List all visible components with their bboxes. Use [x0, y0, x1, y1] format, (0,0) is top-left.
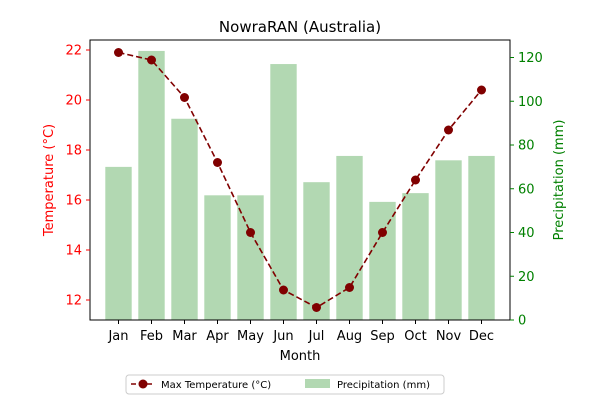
temperature-point-sep: [378, 228, 387, 237]
right-tick-label: 40: [518, 226, 535, 241]
temperature-point-jun: [279, 285, 288, 295]
temperature-point-oct: [411, 175, 420, 185]
precipitation-bar-sep: [369, 201, 396, 320]
x-tick-label: Feb: [140, 329, 163, 344]
left-tick-label: 22: [65, 44, 82, 59]
left-tick-label: 18: [65, 144, 82, 159]
left-axis-title: Temperature (°C): [42, 124, 57, 237]
precipitation-bar-jul: [303, 182, 330, 320]
legend: Max Temperature (°C) Precipitation (mm): [125, 374, 445, 395]
precipitation-bar-jan: [105, 166, 132, 320]
x-tick-label: Jul: [308, 329, 325, 344]
precipitation-bars: [105, 50, 495, 320]
precipitation-bar-apr: [204, 195, 231, 320]
x-tick-label: Oct: [404, 329, 426, 344]
axes: [89, 39, 511, 321]
legend-label-precipitation: Precipitation (mm): [337, 380, 430, 391]
x-tick-label: Dec: [469, 329, 494, 344]
precipitation-bar-nov: [435, 160, 462, 320]
right-tick-label: 100: [518, 95, 543, 110]
left-tick-label: 12: [65, 294, 82, 309]
right-tick-label: 60: [518, 182, 535, 197]
right-axis-ticks: 0 20 40 60 80 100 120: [510, 51, 543, 329]
temperature-point-nov: [444, 125, 453, 135]
temperature-point-may: [246, 228, 255, 237]
precipitation-bar-dec: [468, 155, 495, 320]
legend-label-temperature: Max Temperature (°C): [161, 380, 271, 391]
x-tick-label: Mar: [172, 329, 197, 344]
right-tick-label: 80: [518, 139, 535, 154]
x-tick-label: May: [237, 329, 264, 344]
x-axis-title: Month: [280, 349, 321, 364]
x-tick-label: Jun: [272, 329, 293, 344]
left-tick-label: 14: [65, 244, 82, 259]
x-axis-ticks: Jan Feb Mar Apr May Jun Jul Aug Sep Oct Nov Dec: [107, 320, 494, 344]
temperature-point-feb: [147, 55, 156, 65]
left-tick-label: 20: [65, 94, 82, 109]
temperature-polyline: [118, 51, 483, 309]
temperature-line: [114, 48, 486, 312]
right-tick-label: 120: [518, 51, 543, 66]
x-tick-label: Jan: [107, 329, 128, 344]
temperature-point-apr: [213, 158, 222, 167]
precipitation-bar-jun: [270, 64, 297, 320]
x-tick-label: Apr: [206, 329, 229, 344]
precipitation-bar-may: [237, 195, 264, 320]
right-tick-label: 0: [518, 314, 526, 329]
temperature-point-jul: [312, 303, 321, 312]
chart-title: NowraRAN (Australia): [219, 18, 381, 36]
temperature-point-jan: [114, 48, 123, 57]
legend-marker-swatch: [138, 379, 148, 389]
left-axis-ticks: 12 14 16 18 20 22: [65, 44, 90, 309]
precipitation-bar-aug: [336, 155, 363, 320]
legend-bar-swatch: [305, 379, 330, 388]
x-tick-label: Nov: [436, 329, 462, 344]
precipitation-bar-oct: [402, 193, 429, 320]
precipitation-bar-feb: [138, 50, 165, 320]
temperature-point-aug: [345, 283, 354, 292]
x-tick-label: Sep: [370, 329, 395, 344]
plot-frame: [89, 39, 511, 321]
left-tick-label: 16: [65, 194, 82, 209]
right-tick-label: 20: [518, 270, 535, 285]
x-tick-label: Aug: [337, 329, 362, 344]
right-axis-title: Precipitation (mm): [552, 120, 567, 241]
temperature-point-dec: [477, 85, 486, 95]
legend-frame: [125, 374, 445, 395]
precipitation-bar-mar: [171, 118, 198, 320]
temperature-point-mar: [180, 93, 189, 102]
